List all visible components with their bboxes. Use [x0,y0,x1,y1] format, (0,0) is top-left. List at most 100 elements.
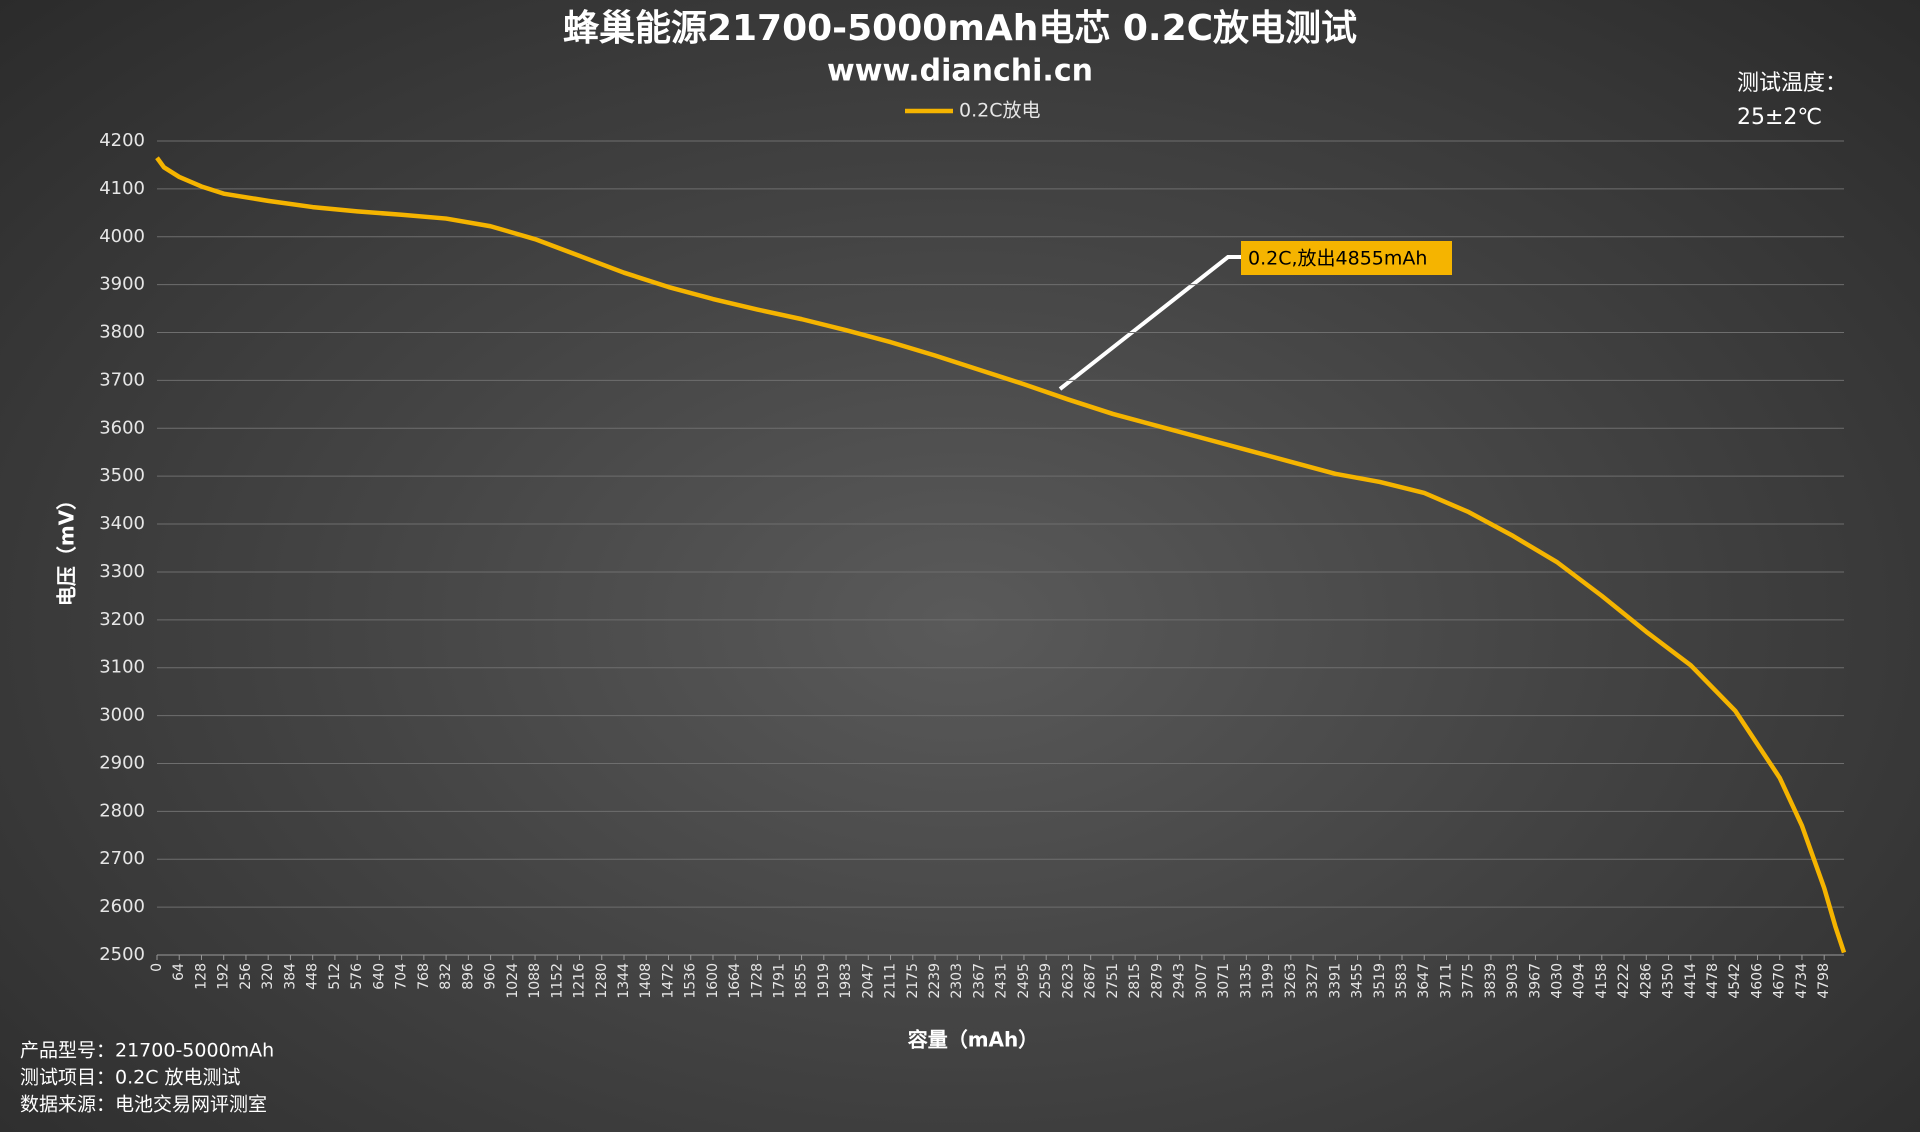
x-tick-label: 128 [193,963,209,990]
temperature-value: 25±2℃ [1737,105,1822,130]
x-tick-label: 2367 [971,963,987,999]
x-tick-label: 576 [349,963,365,990]
x-tick-label: 1408 [638,963,654,999]
x-tick-label: 3199 [1261,963,1277,999]
x-tick-label: 1344 [616,963,632,999]
annotation-leader [1058,255,1242,391]
x-tick-label: 3647 [1416,963,1432,999]
x-tick-label: 3007 [1194,963,1210,999]
y-tick-label: 2900 [99,752,145,773]
x-tick-label: 2175 [905,963,921,999]
x-tick-label: 0 [149,963,165,972]
y-axis-label: 电压（mV） [55,490,79,606]
x-tick-label: 384 [282,963,298,990]
x-tick-label: 1280 [594,963,610,999]
x-tick-label: 4670 [1772,963,1788,999]
x-tick-label: 4734 [1794,963,1810,999]
x-tick-label: 896 [460,963,476,990]
x-tick-label: 2239 [927,963,943,999]
x-tick-label: 2111 [883,963,899,999]
x-tick-label: 1536 [683,963,699,999]
x-tick-label: 4350 [1661,963,1677,999]
x-tick-label: 768 [416,963,432,990]
y-tick-label: 2600 [99,896,145,917]
x-tick-label: 320 [260,963,276,990]
x-tick-label: 1472 [660,963,676,999]
x-tick-label: 3263 [1283,963,1299,999]
y-tick-label: 3000 [99,705,145,726]
x-tick-label: 1919 [816,963,832,999]
x-tick-label: 832 [438,963,454,990]
x-tick-label: 3775 [1461,963,1477,999]
x-tick-label: 2815 [1127,963,1143,999]
x-tick-label: 3519 [1372,963,1388,999]
y-tick-label: 3200 [99,609,145,630]
x-tick-label: 1088 [527,963,543,999]
x-tick-label: 3391 [1327,963,1343,999]
x-tick-label: 4222 [1616,963,1632,999]
x-tick-label: 3327 [1305,963,1321,999]
y-tick-label: 4000 [99,226,145,247]
x-tick-label: 192 [216,963,232,990]
x-tick-label: 4414 [1683,963,1699,999]
x-tick-label: 3071 [1216,963,1232,999]
x-tick-label: 1216 [572,963,588,999]
x-tick-label: 704 [394,963,410,990]
x-tick-label: 1791 [771,963,787,999]
x-tick-label: 64 [171,963,187,981]
x-tick-label: 4030 [1549,963,1565,999]
x-tick-label: 2623 [1060,963,1076,999]
y-tick-label: 3700 [99,369,145,390]
x-tick-label: 4798 [1816,963,1832,999]
y-tick-label: 2800 [99,800,145,821]
x-tick-label: 4478 [1705,963,1721,999]
x-tick-label: 4286 [1638,963,1654,999]
chart-title: 蜂巢能源21700-5000mAh电芯 0.2C放电测试 [563,8,1357,49]
note: 产品型号：21700-5000mAh [20,1040,274,1062]
x-axis-label: 容量（mAh） [908,1028,1039,1052]
y-tick-label: 3900 [99,274,145,295]
x-tick-label: 1855 [794,963,810,999]
data-line [155,156,1847,954]
temperature-label: 测试温度： [1737,71,1847,96]
y-tick-label: 3600 [99,417,145,438]
x-tick-label: 2943 [1172,963,1188,999]
y-tick-label: 4200 [99,130,145,151]
x-tick-label: 2687 [1083,963,1099,999]
y-tick-label: 2500 [99,944,145,965]
x-tick-label: 3967 [1527,963,1543,999]
x-tick-label: 4094 [1572,963,1588,999]
x-tick-label: 2303 [949,963,965,999]
x-tick-label: 4158 [1594,963,1610,999]
x-tick-label: 1728 [749,963,765,999]
x-tick-label: 4542 [1727,963,1743,999]
x-tick-label: 1152 [549,963,565,999]
y-tick-label: 3300 [99,561,145,582]
x-tick-label: 1983 [838,963,854,999]
y-tick-label: 3100 [99,657,145,678]
x-tick-label: 2879 [1149,963,1165,999]
x-tick-label: 3903 [1505,963,1521,999]
x-tick-label: 2431 [994,963,1010,999]
x-tick-label: 1664 [727,963,743,999]
legend-label: 0.2C放电 [959,100,1040,122]
y-tick-label: 3800 [99,322,145,343]
x-tick-label: 2559 [1038,963,1054,999]
x-tick-label: 1600 [705,963,721,999]
y-tick-label: 3500 [99,465,145,486]
y-tick-label: 3400 [99,513,145,534]
y-tick-label: 4100 [99,178,145,199]
x-tick-label: 256 [238,963,254,990]
note: 数据来源：电池交易网评测室 [20,1094,267,1116]
x-tick-label: 3583 [1394,963,1410,999]
x-tick-label: 3839 [1483,963,1499,999]
x-tick-label: 2751 [1105,963,1121,999]
x-tick-label: 3135 [1238,963,1254,999]
x-tick-label: 448 [305,963,321,990]
x-tick-label: 1024 [505,963,521,999]
x-tick-label: 3711 [1438,963,1454,999]
x-tick-label: 512 [327,963,343,990]
chart-subtitle: www.dianchi.cn [827,54,1093,89]
